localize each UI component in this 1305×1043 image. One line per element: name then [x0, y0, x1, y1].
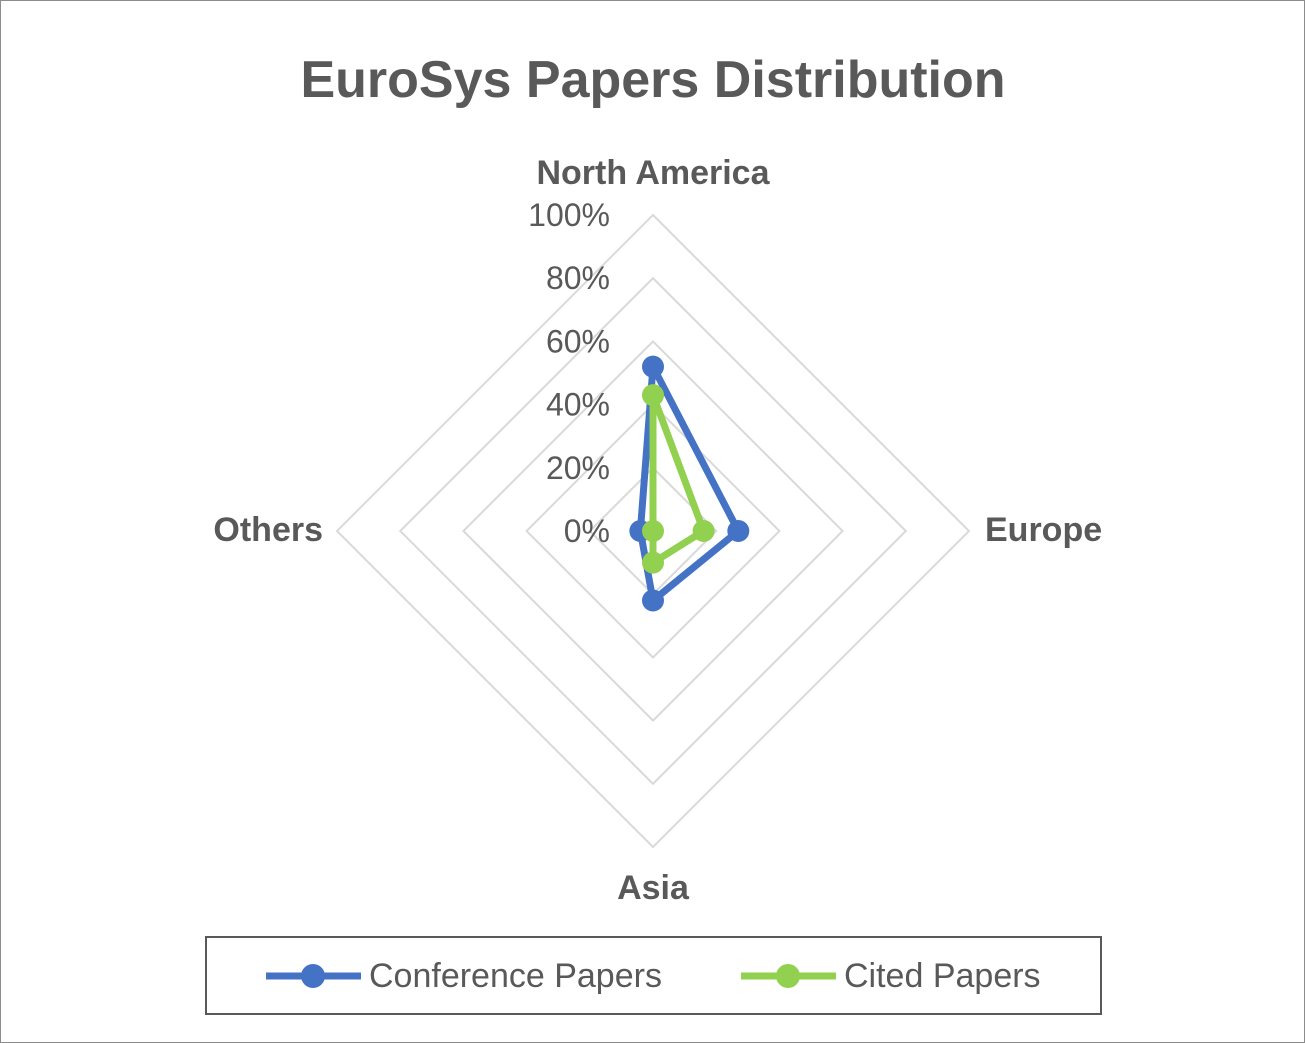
tick-label: 80%: [546, 260, 610, 296]
data-point: [642, 355, 664, 378]
tick-label: 60%: [546, 323, 610, 359]
series-group: [642, 384, 715, 574]
radial-tick-labels: 0% 20% 40% 60% 80% 100%: [528, 197, 610, 549]
grid-ring: [461, 339, 845, 723]
data-series: [629, 355, 750, 612]
legend: Conference Papers Cited Papers: [266, 957, 1041, 995]
chart-title: EuroSys Papers Distribution: [300, 51, 1005, 109]
data-point: [642, 589, 664, 612]
category-labels: North America Europe Asia Others: [213, 154, 1102, 907]
tick-label: 100%: [528, 197, 610, 233]
category-label: Asia: [617, 869, 690, 907]
tick-label: 0%: [564, 513, 610, 549]
data-point: [642, 551, 664, 574]
category-label: Others: [213, 511, 323, 549]
tick-label: 40%: [546, 387, 610, 423]
data-point: [642, 384, 664, 407]
tick-label: 20%: [546, 450, 610, 486]
grid-ring: [525, 403, 781, 659]
grid-ring: [398, 276, 908, 786]
radar-grid: [335, 213, 971, 849]
data-point: [642, 520, 664, 542]
category-label: Europe: [985, 511, 1102, 549]
legend-item: Cited Papers: [741, 957, 1041, 995]
legend-swatch-marker: [301, 964, 325, 988]
data-point: [692, 520, 715, 542]
legend-item: Conference Papers: [266, 957, 662, 995]
legend-label: Conference Papers: [369, 957, 662, 995]
legend-label: Cited Papers: [844, 957, 1041, 995]
data-point: [727, 520, 750, 542]
category-label: North America: [536, 154, 770, 192]
legend-swatch-marker: [776, 964, 800, 988]
grid-ring: [335, 213, 971, 849]
